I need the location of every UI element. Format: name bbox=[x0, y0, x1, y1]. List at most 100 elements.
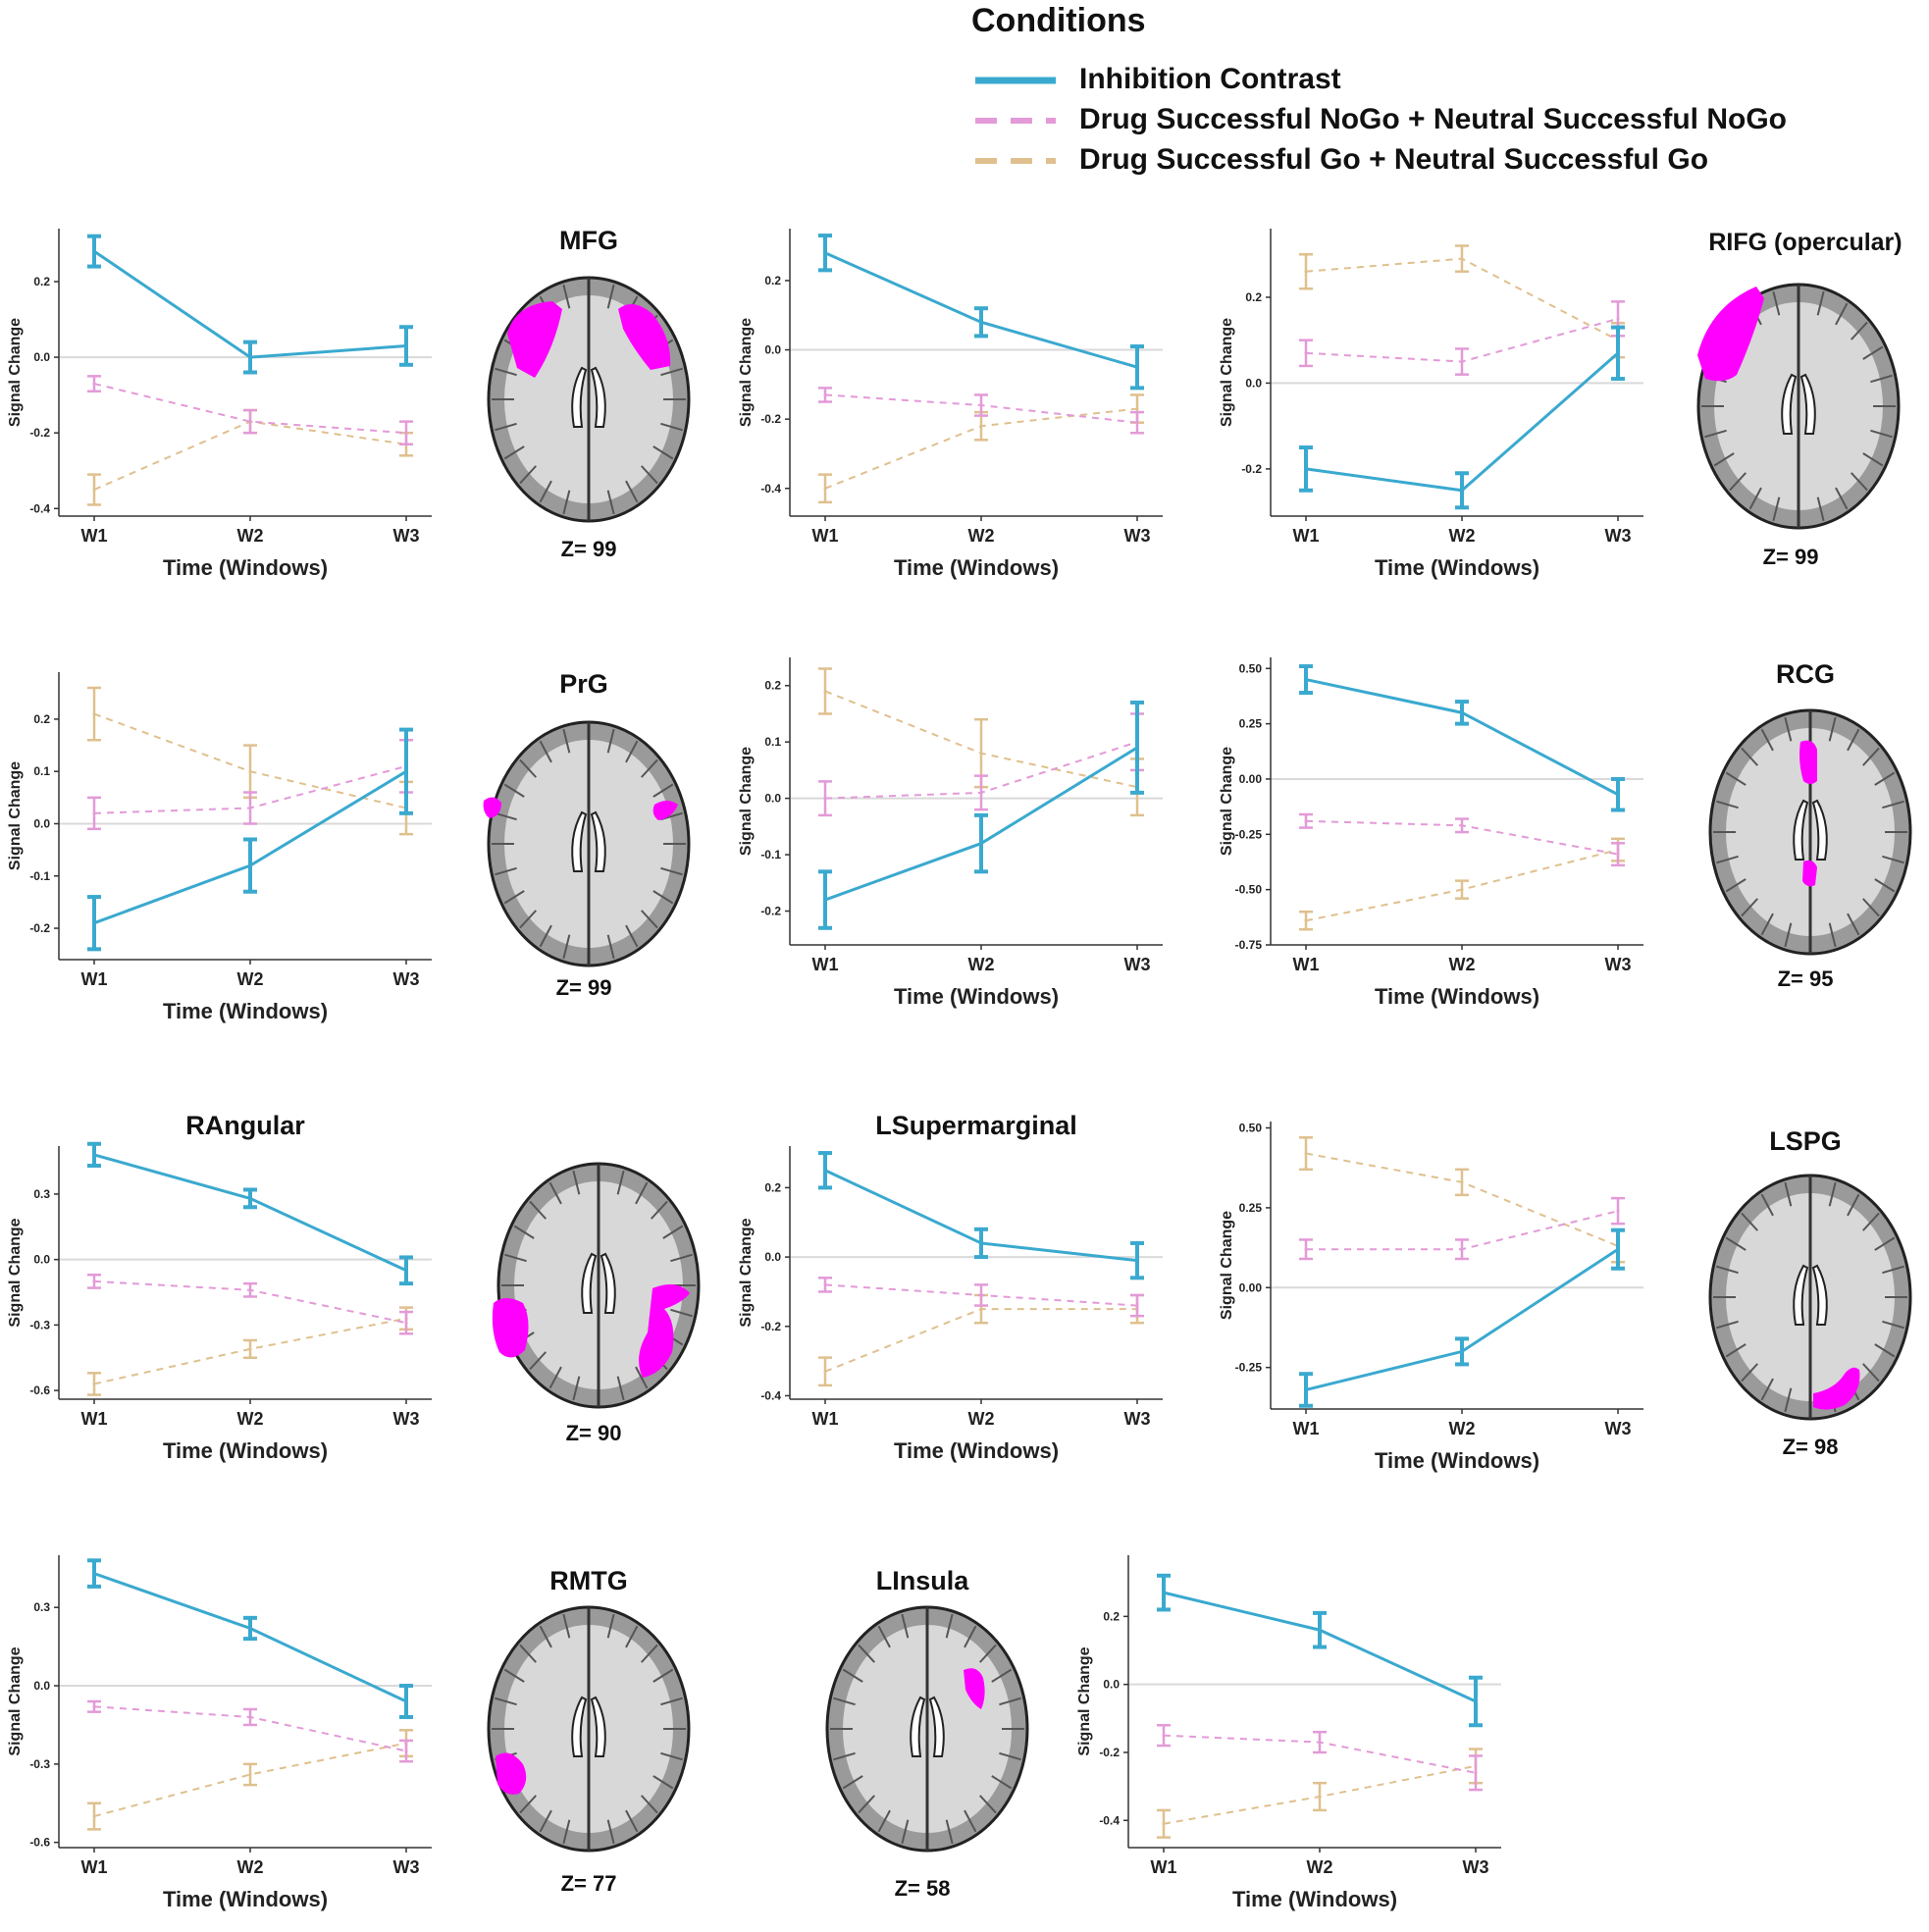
sulcus bbox=[504, 1253, 527, 1263]
y-tick-label: -0.2 bbox=[760, 905, 781, 918]
y-tick-label: -0.50 bbox=[1235, 883, 1263, 897]
y-tick-label: 0.1 bbox=[33, 764, 50, 778]
sulcus bbox=[495, 866, 517, 876]
right-ventricle bbox=[590, 366, 606, 428]
legend-label: Inhibition Contrast bbox=[1079, 63, 1341, 95]
y-tick-label: -0.6 bbox=[29, 1384, 50, 1397]
left-ventricle bbox=[571, 366, 588, 428]
sulcus bbox=[1835, 487, 1849, 510]
left-ventricle bbox=[1793, 799, 1809, 861]
sulcus bbox=[1784, 1181, 1793, 1207]
sulcus bbox=[660, 866, 683, 876]
sulcus bbox=[1862, 898, 1880, 917]
x-tick-label: W2 bbox=[968, 526, 995, 546]
sulcus bbox=[503, 445, 525, 460]
z-label-mfg: Z= 99 bbox=[560, 537, 617, 561]
activation-blob-right bbox=[639, 1284, 690, 1378]
sulcus bbox=[1862, 452, 1884, 467]
x-tick-label: W3 bbox=[1124, 526, 1151, 546]
sulcus bbox=[519, 910, 537, 929]
x-tick-label: W3 bbox=[1124, 955, 1151, 974]
sulcus bbox=[1716, 1265, 1739, 1275]
activation-blob-lspg bbox=[1813, 1367, 1860, 1410]
y-tick-label: 0.2 bbox=[33, 712, 50, 726]
sulcus bbox=[513, 1225, 535, 1239]
sulcus bbox=[1874, 771, 1896, 786]
y-tick-label: 0.2 bbox=[33, 275, 50, 288]
sulcus bbox=[572, 1376, 581, 1401]
sulcus bbox=[606, 1819, 615, 1845]
sulcus bbox=[842, 1775, 863, 1790]
x-tick-label: W2 bbox=[237, 526, 264, 546]
sulcus bbox=[1760, 913, 1774, 936]
data-point bbox=[92, 249, 96, 253]
sulcus bbox=[606, 1613, 615, 1639]
legend: Conditions Inhibition Contrast Drug Succ… bbox=[971, 0, 1913, 186]
data-point bbox=[1304, 351, 1308, 355]
data-point bbox=[823, 689, 827, 693]
data-point bbox=[1460, 888, 1464, 892]
sulcus bbox=[1862, 1212, 1880, 1231]
sulcus bbox=[1816, 290, 1825, 316]
data-point bbox=[1304, 270, 1308, 274]
left-ventricle bbox=[581, 1252, 598, 1314]
z-label-linsula: Z= 58 bbox=[894, 1876, 951, 1901]
sulcus bbox=[1882, 800, 1904, 809]
sulcus bbox=[1874, 1236, 1896, 1251]
sulcus bbox=[1741, 1363, 1758, 1383]
data-point bbox=[404, 344, 408, 348]
sulcus bbox=[1725, 878, 1747, 893]
activation-blob-linsula bbox=[964, 1668, 985, 1709]
sulcus bbox=[635, 1366, 649, 1389]
data-point bbox=[248, 355, 252, 359]
data-point bbox=[979, 320, 983, 324]
y-tick-label: -0.3 bbox=[29, 1318, 50, 1332]
region-title-rcg: RCG bbox=[1776, 659, 1835, 689]
sulcus bbox=[606, 728, 615, 754]
data-point bbox=[404, 769, 408, 773]
sulcus bbox=[539, 480, 552, 503]
y-tick-label: -0.1 bbox=[760, 848, 781, 862]
sulcus bbox=[901, 1613, 910, 1639]
sulcus bbox=[858, 1644, 875, 1663]
y-tick-label: -0.3 bbox=[29, 1757, 50, 1771]
region-title-prg: PrG bbox=[559, 669, 608, 699]
sulcus bbox=[641, 1644, 658, 1663]
data-point bbox=[1460, 710, 1464, 714]
data-point bbox=[979, 842, 983, 846]
sulcus bbox=[562, 728, 571, 754]
y-tick-label: 0.0 bbox=[764, 343, 781, 357]
x-tick-label: W3 bbox=[1124, 1409, 1151, 1429]
sulcus bbox=[1716, 1320, 1739, 1330]
sulcus bbox=[641, 465, 658, 485]
line-chart-mfg: -0.4 -0.2 0.0 0.2 W1 W2 W3 Time (Windows) Signal… bbox=[7, 229, 432, 580]
y-tick-label: -0.2 bbox=[760, 1320, 781, 1333]
y-tick-label: -0.2 bbox=[1241, 462, 1262, 476]
sulcus bbox=[660, 422, 683, 432]
activation-blob-left bbox=[492, 1298, 529, 1358]
activation-blob-posterior bbox=[1802, 860, 1817, 887]
x-tick-label: W1 bbox=[81, 969, 108, 989]
line-chart-mfg-2: -0.4 -0.2 0.0 0.2 W1 W2 W3 Time (Windows) Signal… bbox=[738, 229, 1163, 580]
y-tick-label: 0.00 bbox=[1239, 1280, 1263, 1294]
x-axis-label: Time (Windows) bbox=[1375, 1448, 1539, 1473]
y-tick-label: 0.0 bbox=[33, 1679, 50, 1693]
data-point bbox=[248, 1715, 252, 1719]
x-axis-label: Time (Windows) bbox=[163, 1438, 328, 1463]
data-point bbox=[823, 797, 827, 801]
data-point bbox=[1162, 1591, 1166, 1594]
data-point bbox=[1162, 1822, 1166, 1826]
legend-swatch-dashed-tan bbox=[975, 158, 1056, 164]
sulcus bbox=[635, 1181, 649, 1205]
sulcus bbox=[877, 1625, 891, 1648]
data-point bbox=[404, 1699, 408, 1703]
sulcus bbox=[999, 1751, 1021, 1761]
z-label-rifg: Z= 99 bbox=[1762, 545, 1819, 569]
sulcus bbox=[606, 284, 615, 309]
x-tick-label: W1 bbox=[812, 955, 839, 974]
y-tick-label: 0.0 bbox=[33, 816, 50, 830]
y-axis-label: Signal Change bbox=[738, 1218, 755, 1327]
data-point bbox=[1460, 1180, 1464, 1184]
line-chart-linsula: 0.2 0.0 -0.2 -0.4 W1 W2 W3 Time (Windows) Signal… bbox=[1076, 1555, 1501, 1911]
right-ventricle bbox=[928, 1696, 945, 1757]
